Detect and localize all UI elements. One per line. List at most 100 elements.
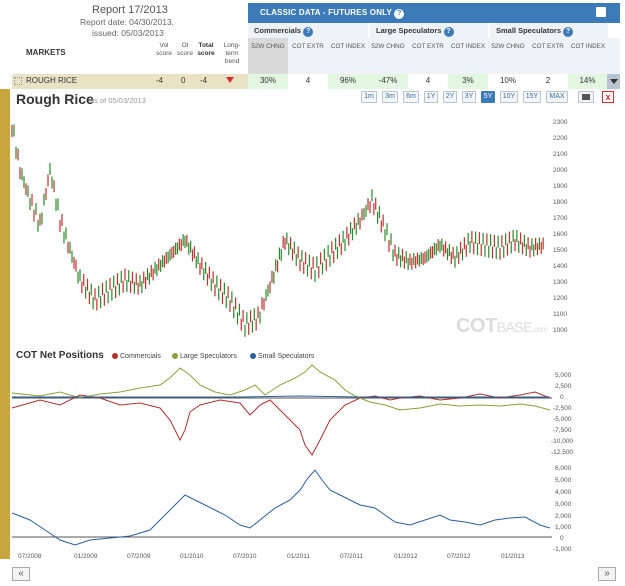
legend-commercials[interactable]: Commercials bbox=[112, 353, 161, 360]
arrow-down-icon bbox=[226, 77, 234, 83]
range-button-1y[interactable]: 1Y bbox=[424, 91, 438, 103]
cell-value: 96% bbox=[328, 74, 368, 89]
sub-header[interactable]: 52W CHNG bbox=[371, 43, 405, 50]
next-button[interactable]: » bbox=[598, 567, 616, 581]
sub-header-bg bbox=[288, 38, 620, 74]
legend-dot bbox=[172, 353, 178, 360]
chart-title: Rough Rice bbox=[16, 91, 94, 107]
cot-tick: 5,000 bbox=[555, 372, 572, 379]
report-issued: issued: 05/03/2013 bbox=[92, 28, 164, 38]
commercials-line bbox=[11, 391, 551, 456]
range-button-15y[interactable]: 15Y bbox=[523, 91, 541, 103]
large-speculators-line bbox=[11, 364, 551, 411]
x-tick: 01/2009 bbox=[74, 553, 98, 560]
legend-dot bbox=[250, 353, 256, 360]
cot-tick: 2,000 bbox=[555, 513, 572, 520]
range-button-max[interactable]: MAX bbox=[546, 91, 568, 103]
range-button-1m[interactable]: 1m bbox=[361, 91, 377, 103]
cot-tick: 1,000 bbox=[555, 524, 572, 531]
print-icon[interactable] bbox=[596, 7, 606, 17]
range-button-2y[interactable]: 2Y bbox=[443, 91, 457, 103]
help-icon[interactable]: ? bbox=[563, 27, 574, 37]
cot-tick: -2,500 bbox=[553, 405, 572, 412]
cot-tick: -1,000 bbox=[553, 546, 572, 553]
legend-large-speculators[interactable]: Large Speculators bbox=[172, 353, 237, 360]
price-tick: 1800 bbox=[553, 199, 568, 206]
cot-tick: 6,000 bbox=[555, 465, 572, 472]
price-tick: 1600 bbox=[553, 231, 568, 238]
market-name[interactable]: ROUGH RICE bbox=[26, 76, 78, 85]
range-button-3y[interactable]: 3Y bbox=[462, 91, 476, 103]
legend-small-speculators[interactable]: Small Speculators bbox=[250, 353, 314, 360]
range-button-10y[interactable]: 10Y bbox=[500, 91, 518, 103]
sub-header[interactable]: 52W CHNG bbox=[251, 43, 285, 50]
cotbase-watermark-logo: COTBASE.com bbox=[456, 315, 548, 337]
table-row[interactable] bbox=[12, 74, 248, 89]
cot-title: COT Net Positions bbox=[16, 350, 104, 361]
sub-header[interactable]: 52W CHNG bbox=[491, 43, 525, 50]
classic-data-bar: CLASSIC DATA - FUTURES ONLY ? bbox=[248, 3, 620, 23]
cell-value: 2 bbox=[545, 76, 551, 85]
x-tick: 01/2010 bbox=[180, 553, 204, 560]
group-small-speculators: Small Speculators ? bbox=[490, 23, 608, 38]
printer-icon bbox=[582, 94, 590, 100]
price-tick: 2300 bbox=[553, 119, 568, 126]
x-tick: 01/2012 bbox=[394, 553, 418, 560]
range-button-5y[interactable]: 5Y bbox=[481, 91, 495, 103]
help-icon[interactable]: ? bbox=[443, 27, 454, 37]
sub-header[interactable]: COT EXTR bbox=[292, 43, 324, 50]
prev-button[interactable]: « bbox=[12, 567, 30, 581]
cot-lower-panel bbox=[11, 469, 552, 546]
cot-tick: 4,000 bbox=[555, 489, 572, 496]
x-tick: 01/2011 bbox=[287, 553, 311, 560]
close-button[interactable]: x bbox=[602, 91, 614, 103]
cot-tick: 3,000 bbox=[555, 501, 572, 508]
sub-header[interactable]: COT INDEX bbox=[450, 43, 486, 50]
price-tick: 1300 bbox=[553, 279, 568, 286]
sub-header[interactable]: COT EXTR bbox=[412, 43, 444, 50]
expand-icon[interactable] bbox=[14, 77, 22, 85]
print-chart-button[interactable] bbox=[578, 91, 594, 103]
x-tick: 01/2013 bbox=[501, 553, 525, 560]
markets-header: MARKETS bbox=[26, 48, 66, 57]
cot-upper-panel bbox=[11, 364, 552, 456]
total-score-header: Total score bbox=[197, 42, 215, 57]
cot-tick: -12,500 bbox=[551, 449, 574, 456]
small-speculators-line bbox=[11, 469, 551, 546]
classic-data-title: CLASSIC DATA - FUTURES ONLY ? bbox=[260, 8, 405, 19]
x-tick: 07/2011 bbox=[340, 553, 364, 560]
price-candles bbox=[11, 124, 544, 337]
price-tick: 1000 bbox=[553, 327, 568, 334]
legend-dot bbox=[112, 353, 118, 360]
price-tick: 2200 bbox=[553, 135, 568, 142]
scroll-down-button[interactable] bbox=[607, 74, 620, 89]
cot-tick: 0 bbox=[560, 394, 564, 401]
price-tick: 2000 bbox=[553, 167, 568, 174]
cot-tick: -10,000 bbox=[551, 438, 574, 445]
cot-tick: -5,000 bbox=[553, 416, 572, 423]
price-tick: 1100 bbox=[553, 311, 567, 318]
cell-value: 4 bbox=[425, 76, 431, 85]
group-large-speculators: Large Speculators ? bbox=[370, 23, 488, 38]
cell-value: 10% bbox=[499, 76, 516, 85]
help-icon[interactable]: ? bbox=[394, 9, 405, 19]
vol-score-header: Vol score bbox=[156, 42, 172, 57]
cell-value: 3% bbox=[448, 74, 488, 89]
range-button-6m[interactable]: 6m bbox=[403, 91, 419, 103]
range-button-3m[interactable]: 3m bbox=[382, 91, 398, 103]
price-tick: 1400 bbox=[553, 263, 568, 270]
sub-header[interactable]: COT EXTR bbox=[532, 43, 564, 50]
oi-score-header: OI score bbox=[177, 42, 193, 57]
price-tick: 1700 bbox=[553, 215, 568, 222]
chevron-down-icon bbox=[610, 79, 618, 84]
sub-header[interactable]: COT INDEX bbox=[330, 43, 366, 50]
total-score: -4 bbox=[200, 76, 208, 85]
x-tick: 07/2009 bbox=[127, 553, 151, 560]
help-icon[interactable]: ? bbox=[303, 27, 314, 37]
price-tick: 1900 bbox=[553, 183, 568, 190]
sub-header[interactable]: COT INDEX bbox=[570, 43, 606, 50]
group-commercials: Commercials ? bbox=[248, 23, 368, 38]
report-date: Report date: 04/30/2013, bbox=[80, 17, 175, 27]
long-term-trend-header: Long-term trend bbox=[223, 42, 241, 65]
selection-bar bbox=[0, 89, 10, 559]
